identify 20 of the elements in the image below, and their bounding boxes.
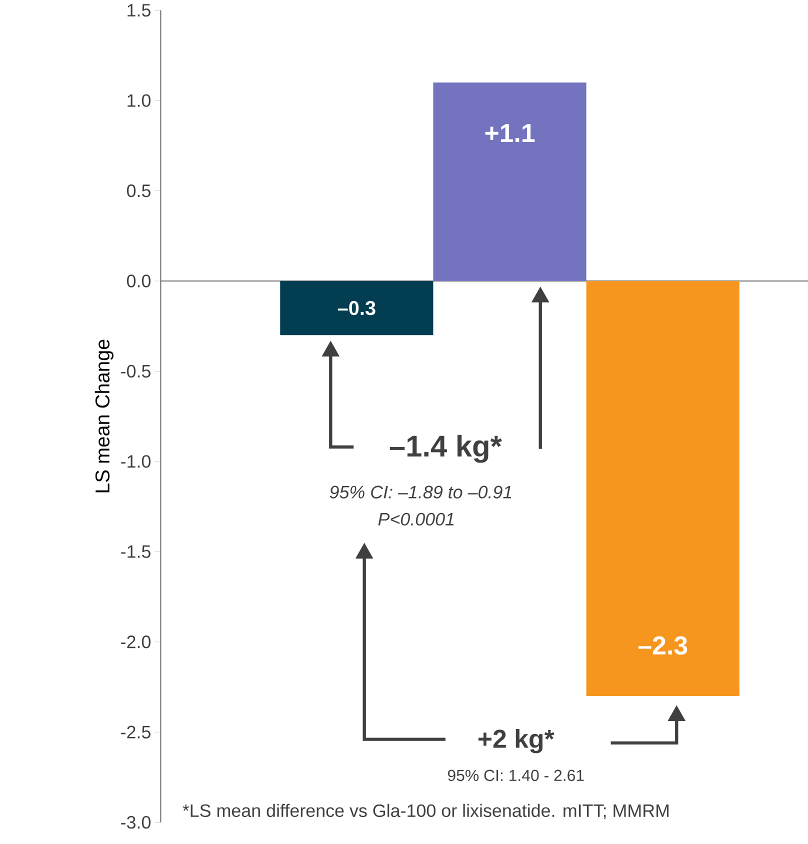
data-label: –0.3 bbox=[338, 301, 376, 316]
annotation: 95% CI: 1.40 - 2.61 bbox=[448, 770, 584, 782]
y-tick-label: -1.0 bbox=[121, 455, 151, 468]
y-tick-label: 0.5 bbox=[126, 184, 150, 198]
y-tick-label: -2.5 bbox=[121, 726, 150, 738]
annotation: 95% CI: –1.89 to –0.91 bbox=[330, 486, 512, 498]
annotation: *LS mean difference vs Gla-100 or lixisenatide. mITT; MMRM bbox=[182, 804, 669, 820]
annotation: +2 kg* bbox=[478, 729, 554, 754]
y-tick-label: -0.5 bbox=[121, 364, 150, 378]
y-tick-label: -2.0 bbox=[121, 636, 151, 648]
y-tick-label: -1.5 bbox=[121, 545, 150, 558]
y-tick-label: -3.0 bbox=[121, 816, 151, 829]
annotation: P<0.0001 bbox=[378, 512, 454, 526]
data-label: –2.3 bbox=[638, 636, 688, 655]
y-tick-label: 1.0 bbox=[128, 94, 151, 107]
y-tick-label: 0.0 bbox=[126, 274, 151, 288]
y-axis-title: LS mean Change bbox=[94, 340, 114, 492]
annotation: –1.4 kg* bbox=[390, 434, 502, 463]
data-label: +1.1 bbox=[485, 124, 535, 142]
y-tick-label: 1.5 bbox=[128, 4, 150, 17]
